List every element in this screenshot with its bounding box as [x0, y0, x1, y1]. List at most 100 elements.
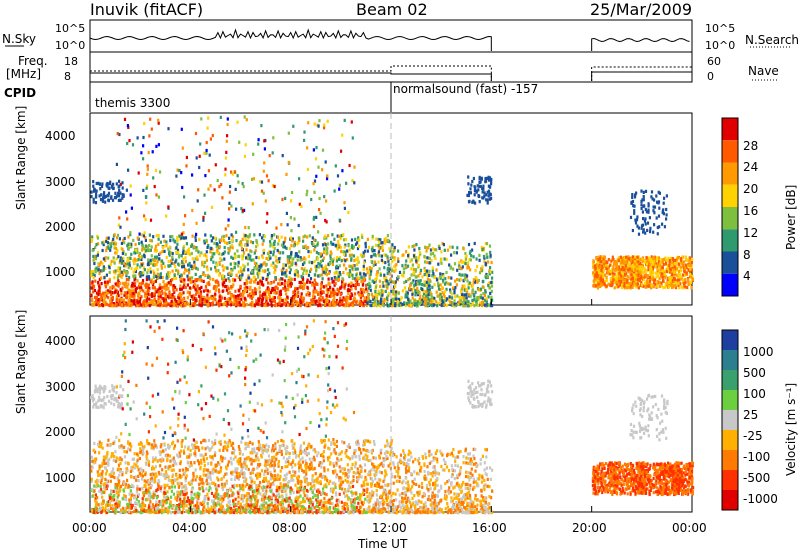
power-echo-cell [446, 303, 449, 307]
power-echo-cell [195, 290, 198, 294]
power-echo-cell [126, 244, 129, 248]
velocity-echo-cell [249, 504, 252, 508]
power-echo-cell [625, 284, 629, 288]
power-echo-cell [448, 245, 451, 249]
power-echo-cell [441, 241, 444, 246]
power-echo-cell [298, 285, 301, 289]
velocity-echo-cell [356, 467, 359, 471]
power-echo-cell [167, 286, 170, 290]
power-echo-cell [658, 191, 661, 195]
power-echo-cell [171, 295, 174, 299]
power-echo-cell [620, 280, 623, 284]
power-echo-cell [280, 269, 283, 273]
power-echo-cell [99, 198, 103, 202]
power-echo-cell [147, 260, 150, 264]
power-echo-cell [312, 298, 315, 302]
power-echo-cell [288, 265, 291, 269]
power-echo-cell [351, 276, 354, 281]
power-echo-cell [294, 287, 297, 291]
power-echo-cell [644, 285, 647, 289]
power-echo-cell [141, 273, 144, 277]
power-echo-cell [312, 217, 315, 221]
power-echo-cell [252, 152, 255, 156]
power-echo-cell [340, 149, 343, 153]
power-echo-cell [603, 255, 606, 259]
power-echo-cell [339, 296, 342, 300]
power-echo-cell [682, 282, 686, 286]
power-echo-cell [638, 267, 641, 271]
power-echo-cell [226, 117, 229, 121]
power-echo-cell [641, 267, 644, 272]
power-echo-cell [338, 264, 341, 268]
power-echo-cell [615, 280, 618, 284]
power-echo-cell [427, 292, 430, 297]
power-echo-cell [297, 290, 300, 294]
power-echo-cell [485, 297, 488, 301]
power-echo-cell [487, 260, 490, 264]
power-echo-cell [483, 303, 486, 307]
power-echo-cell [302, 272, 305, 276]
beam-title: Beam 02 [356, 0, 428, 19]
power-echo-cell [154, 244, 158, 248]
ytick-vel-3000: 3000 [45, 380, 76, 394]
power-echo-cell [156, 299, 160, 303]
power-echo-cell [150, 254, 153, 258]
velocity-echo-cell [209, 471, 212, 475]
power-echo-cell [101, 196, 105, 200]
power-echo-cell [214, 287, 218, 292]
power-echo-cell [213, 241, 216, 245]
power-echo-cell [151, 286, 154, 290]
power-echo-cell [104, 266, 107, 271]
power-echo-cell [219, 298, 222, 302]
power-echo-cell [151, 150, 154, 154]
power-echo-cell [114, 271, 117, 275]
power-echo-cell [439, 260, 442, 264]
power-echo-cell [490, 182, 493, 186]
power-echo-cell [402, 271, 405, 275]
power-echo-cell [475, 257, 478, 261]
power-echo-cell [175, 299, 178, 303]
power-echo-cell [647, 210, 650, 214]
velocity-echo-cell [319, 499, 322, 503]
power-echo-cell [113, 244, 116, 248]
power-echo-cell [658, 270, 661, 274]
power-echo-cell [304, 244, 307, 248]
power-echo-cell [218, 262, 221, 266]
power-echo-cell [425, 290, 428, 294]
power-echo-cell [461, 265, 464, 269]
power-echo-cell [361, 235, 364, 239]
power-echo-cell [451, 292, 454, 296]
power-echo-cell [340, 250, 343, 254]
power-echo-cell [94, 245, 97, 249]
power-echo-cell [160, 296, 163, 300]
power-echo-cell [140, 263, 144, 267]
power-echo-cell [490, 280, 493, 285]
power-echo-cell [127, 242, 130, 246]
power-echo-cell [183, 296, 186, 300]
power-echo-cell [310, 197, 313, 202]
power-echo-cell [357, 236, 360, 240]
power-echo-cell [392, 285, 396, 289]
power-echo-cell [207, 299, 210, 303]
power-echo-cell [194, 278, 197, 282]
power-echo-cell [636, 255, 639, 259]
power-echo-cell [330, 240, 333, 244]
power-echo-cell [139, 274, 142, 278]
power-echo-cell [321, 296, 324, 300]
power-echo-cell [618, 271, 621, 275]
power-echo-cell [464, 301, 467, 305]
power-echo-cell [487, 194, 490, 198]
velocity-echo-cell [186, 468, 189, 472]
power-echo-cell [98, 277, 101, 281]
power-echo-cell [194, 272, 197, 276]
power-echo-cell [265, 256, 268, 261]
power-echo-cell [601, 283, 604, 287]
power-echo-cell [112, 270, 116, 274]
power-echo-cell [273, 271, 276, 275]
power-echo-cell [191, 266, 194, 270]
power-echo-cell [640, 203, 643, 207]
power-echo-cell [211, 255, 214, 259]
power-echo-cell [223, 245, 226, 250]
power-echo-cell [223, 278, 226, 282]
power-echo-cell [149, 248, 152, 252]
